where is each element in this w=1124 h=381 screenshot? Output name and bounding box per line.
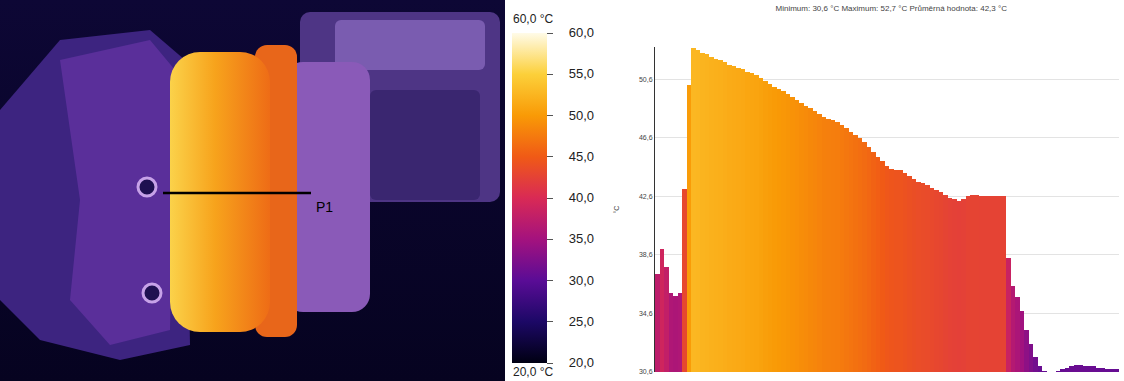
html-text:45,0: 45,0: [568, 148, 594, 164]
svg-text:P1: P1: [316, 199, 333, 215]
svg-text:34,6: 34,6: [639, 310, 653, 317]
svg-text:42,6: 42,6: [639, 193, 653, 200]
html-text:25,0: 25,0: [568, 313, 594, 329]
html-text:60,0 °C: 60,0 °C: [513, 12, 554, 26]
html-text:40,0: 40,0: [568, 190, 594, 205]
svg-text:38,6: 38,6: [639, 251, 653, 258]
html-text:30,0: 30,0: [568, 272, 594, 288]
svg-text:50,6: 50,6: [639, 76, 653, 83]
svg-text:°C: °C: [613, 206, 620, 214]
html-text:50,0: 50,0: [568, 107, 594, 123]
html-text:55,0: 55,0: [568, 66, 594, 82]
html-text:60,0: 60,0: [568, 25, 594, 40]
html-text:20,0 °C: 20,0 °C: [513, 365, 554, 379]
html-text:35,0: 35,0: [568, 231, 594, 247]
html-text:20,0: 20,0: [568, 355, 594, 370]
svg-text:30,6: 30,6: [639, 368, 653, 375]
svg-text:Minimum: 30,6 °C Maximum: 52,7: Minimum: 30,6 °C Maximum: 52,7 °C Průměr…: [776, 4, 1008, 13]
svg-text:46,6: 46,6: [639, 134, 653, 141]
